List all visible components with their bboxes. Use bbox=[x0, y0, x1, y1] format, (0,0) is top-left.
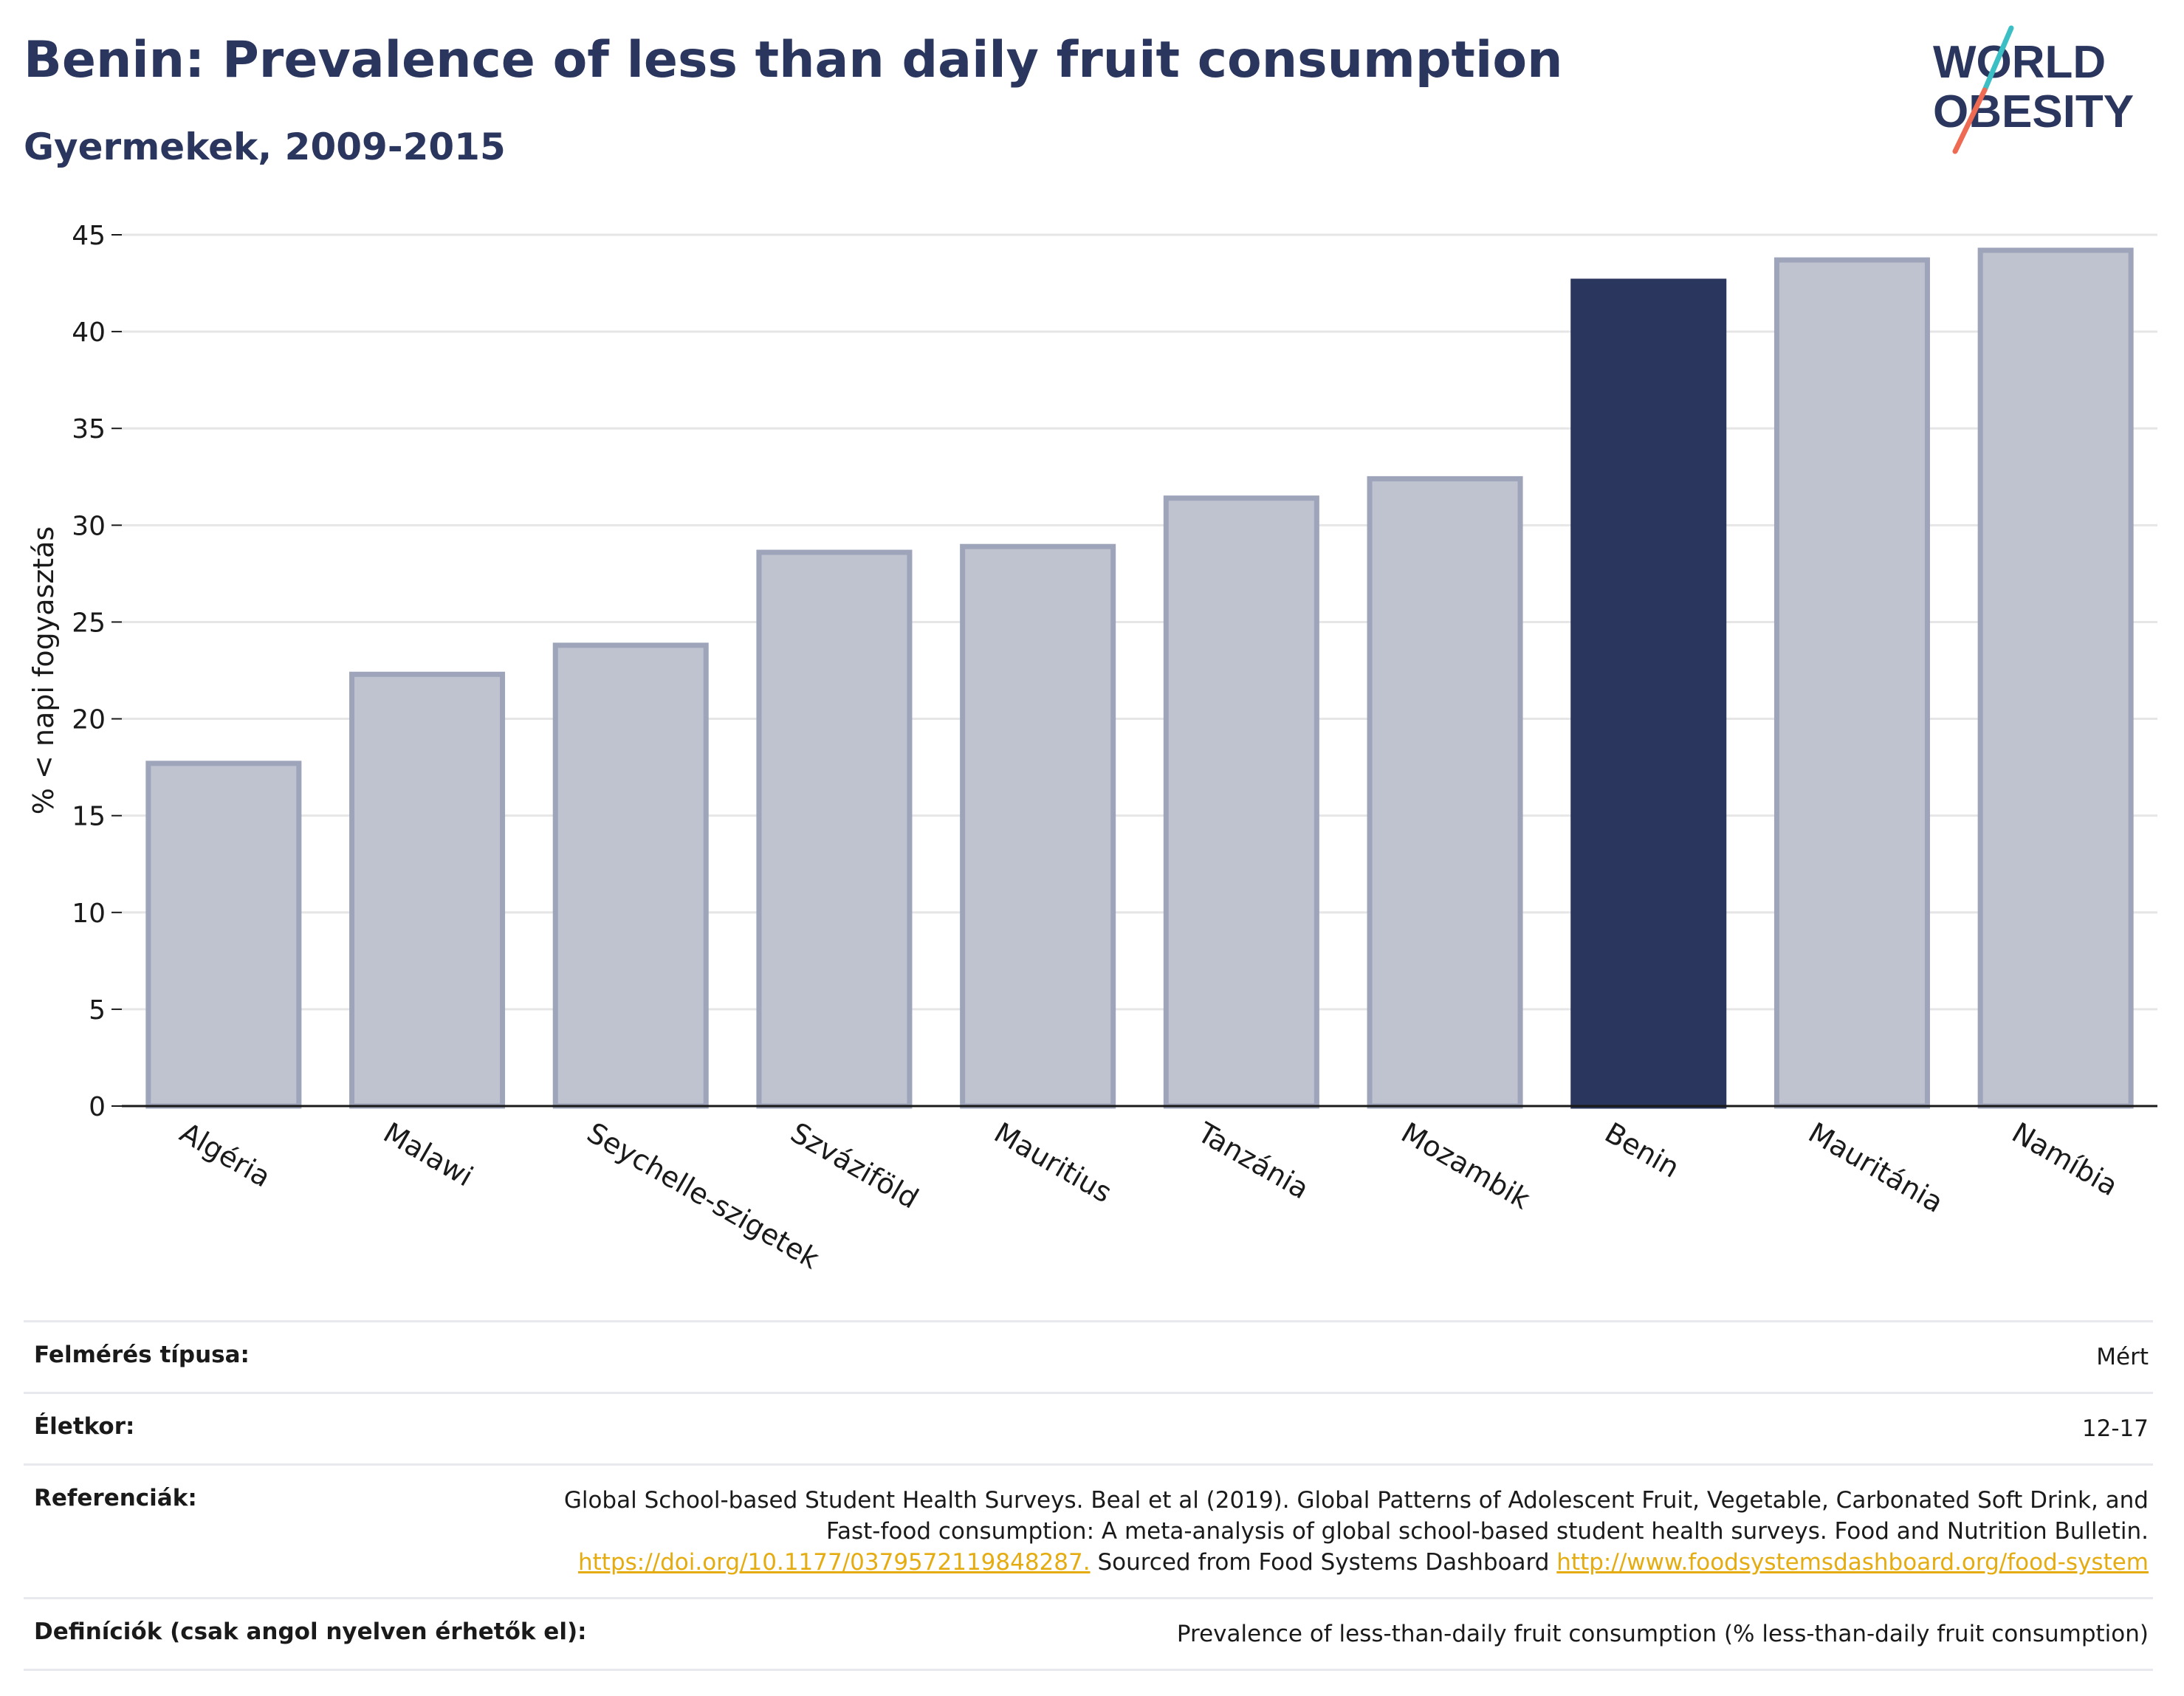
info-value: Global School-based Student Health Surve… bbox=[532, 1466, 2153, 1597]
x-tick-label: Malawi bbox=[378, 1116, 478, 1193]
bar-szv-zif-ld bbox=[756, 549, 913, 1109]
doi-link[interactable]: https://doi.org/10.1177/0379572119848287… bbox=[578, 1549, 1091, 1576]
y-tick-label: 10 bbox=[72, 899, 106, 929]
info-label: Felmérés típusa: bbox=[34, 1342, 250, 1368]
bar-nam-bia bbox=[1977, 247, 2134, 1109]
logo-slash-top bbox=[1982, 25, 2014, 93]
chart-title: Benin: Prevalence of less than daily fru… bbox=[24, 31, 1563, 89]
food-systems-link[interactable]: http://www.foodsystemsdashboard.org/food… bbox=[1556, 1549, 2149, 1576]
y-tick-label: 15 bbox=[72, 802, 106, 832]
bar-mozambik bbox=[1367, 476, 1523, 1109]
reference-text: Global School-based Student Health Surve… bbox=[563, 1487, 2149, 1545]
x-tick-label: Mauritius bbox=[989, 1116, 1117, 1209]
world-obesity-logo: WORLD OBESITY bbox=[1933, 25, 2134, 154]
info-row-survey-type: Felmérés típusa: Mért bbox=[24, 1320, 2153, 1392]
logo-text-world: WORLD bbox=[1933, 37, 2106, 88]
y-tick-label: 45 bbox=[72, 221, 106, 251]
x-tick-label: Algéria bbox=[174, 1116, 276, 1194]
info-table: Felmérés típusa: Mért Életkor: 12-17 Ref… bbox=[24, 1320, 2153, 1671]
bar-maurit-nia bbox=[1773, 257, 1930, 1109]
x-tick-label: Mozambik bbox=[1396, 1116, 1536, 1216]
bar-benin bbox=[1570, 278, 1727, 1109]
info-value: Mért bbox=[2096, 1344, 2149, 1370]
reference-source-text: Sourced from Food Systems Dashboard bbox=[1097, 1549, 1550, 1576]
bar-tanz-nia bbox=[1163, 495, 1319, 1109]
y-tick-label: 30 bbox=[72, 511, 106, 541]
logo-slash-bottom bbox=[1952, 87, 1988, 154]
bar-alg-ria bbox=[145, 761, 302, 1109]
bar-seychelle-szigetek bbox=[552, 642, 709, 1109]
info-row-age: Életkor: 12-17 bbox=[24, 1392, 2153, 1463]
x-axis-ticks: Algéria Malawi Seychelle-szigetekSzváziföl… bbox=[174, 1116, 2123, 1275]
y-axis-label: % < napi fogyasztás bbox=[27, 526, 60, 814]
info-label: Életkor: bbox=[34, 1413, 135, 1440]
bar-malawi bbox=[349, 671, 506, 1109]
y-tick-label: 40 bbox=[72, 317, 106, 348]
x-tick-label: Benin bbox=[1599, 1116, 1685, 1184]
info-row-definitions: Definíciók (csak angol nyelven érhetők e… bbox=[24, 1597, 2153, 1671]
x-tick-label: Namíbia bbox=[2007, 1116, 2123, 1203]
x-tick-label: Szváziföld bbox=[785, 1116, 924, 1215]
bar-mauritius bbox=[960, 543, 1116, 1109]
y-tick-label: 20 bbox=[72, 705, 106, 735]
x-tick-label: Mauritánia bbox=[1803, 1116, 1948, 1219]
y-tick-label: 5 bbox=[89, 995, 106, 1026]
info-label: Definíciók (csak angol nyelven érhetők e… bbox=[34, 1618, 587, 1645]
y-tick-label: 35 bbox=[72, 414, 106, 444]
chart-subtitle: Gyermekek, 2009-2015 bbox=[24, 126, 506, 168]
y-axis-ticks: 0 5 10 15 20 25 30 35 40 45 bbox=[72, 221, 122, 1122]
x-tick-label: Tanzánia bbox=[1192, 1116, 1314, 1205]
y-tick-label: 25 bbox=[72, 608, 106, 638]
info-label: Referenciák: bbox=[34, 1485, 197, 1511]
info-value: 12-17 bbox=[2081, 1415, 2149, 1442]
info-row-references: Referenciák: Global School-based Student… bbox=[24, 1463, 2153, 1597]
bars bbox=[145, 247, 2134, 1109]
y-tick-label: 0 bbox=[89, 1092, 106, 1122]
info-value: Prevalence of less-than-daily fruit cons… bbox=[1176, 1621, 2149, 1647]
